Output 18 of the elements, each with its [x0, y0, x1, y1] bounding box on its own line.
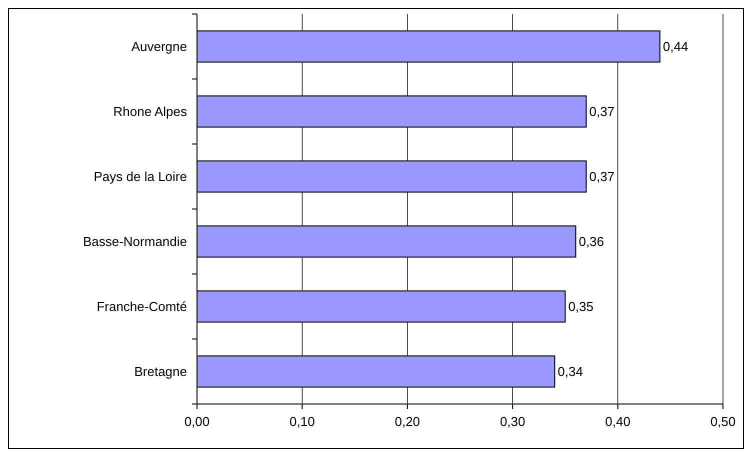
x-tick-label: 0,00 [184, 414, 210, 429]
x-tick-label: 0,50 [710, 414, 736, 429]
data-label: 0,35 [568, 299, 594, 314]
data-label: 0,44 [662, 39, 688, 54]
y-tick-label: Pays de la Loire [94, 169, 187, 184]
y-tick-label: Rhone Alpes [113, 104, 188, 120]
data-label: 0,34 [558, 364, 583, 380]
y-tick-label: Basse-Normandie [82, 234, 187, 250]
y-tick-label: Franche-Comté [96, 299, 187, 314]
y-tick-label: Bretagne [134, 364, 187, 380]
data-label: 0,36 [578, 234, 604, 250]
x-tick-label: 0,20 [394, 414, 420, 429]
data-label: 0,37 [589, 104, 615, 120]
data-label: 0,37 [589, 169, 615, 184]
y-tick-label: Auvergne [131, 39, 187, 54]
x-tick-label: 0,10 [290, 414, 315, 429]
x-tick-label: 0,40 [605, 414, 630, 429]
x-tick-label: 0,30 [500, 414, 526, 429]
